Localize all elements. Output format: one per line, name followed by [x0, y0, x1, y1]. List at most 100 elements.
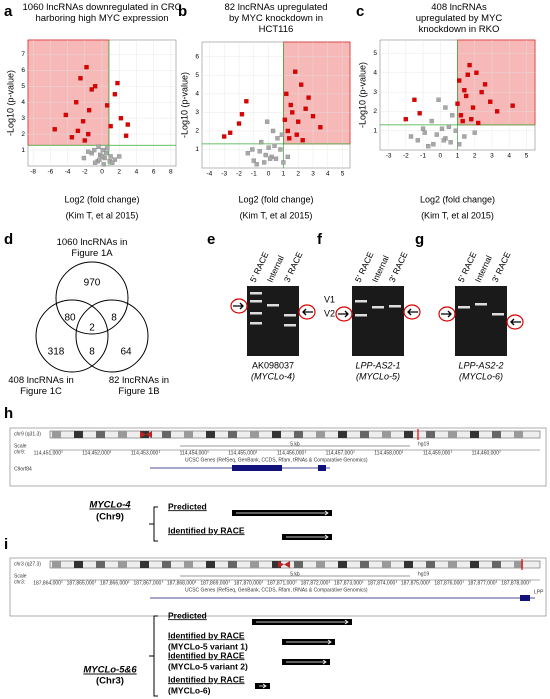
panel-label: d [4, 231, 13, 248]
ideogram-band [338, 431, 347, 438]
point [412, 97, 417, 102]
point [417, 111, 422, 116]
gene-name: LPP-AS2-1 [355, 360, 400, 370]
ideogram-band [294, 431, 303, 438]
x-tick-label: 3 [311, 171, 315, 178]
venn-circle [55, 261, 129, 335]
source: (Kim T, et al 2015) [240, 210, 313, 220]
ideogram-band [448, 561, 457, 568]
point [115, 80, 120, 86]
point [112, 92, 118, 97]
panel-label: e [207, 231, 215, 248]
ideogram-band [360, 431, 369, 438]
lncrna-name: (MYCLo-5) [356, 371, 400, 381]
point [108, 154, 113, 159]
x-tick-label: 5 [525, 153, 529, 160]
panel-label: i [4, 536, 8, 553]
coord-label: 187,878,000 [501, 580, 529, 586]
point [299, 82, 304, 87]
point [431, 142, 436, 147]
lane-label: 3' RACE [490, 250, 513, 284]
ideogram-band [74, 561, 83, 568]
coord-label: 187,874,000 [367, 580, 395, 586]
ideogram-band [514, 561, 523, 568]
ideogram-band [426, 561, 435, 568]
x-tick-label: 0 [438, 153, 442, 160]
point [462, 134, 467, 139]
point [290, 110, 295, 115]
point [458, 113, 464, 118]
track-name: UCSC Genes (RefSeq, GenBank, CCDS, Rfam,… [185, 457, 368, 463]
exon [520, 595, 530, 601]
gel-band [372, 306, 384, 309]
bracket [149, 615, 158, 697]
point [420, 126, 426, 131]
plot-title: 408 lncRNAs upregulated by MYC knockdown… [415, 2, 503, 35]
ideogram-band [184, 561, 193, 568]
point [446, 124, 452, 129]
venn-set-label: 82 lncRNAs in Figure 1B [108, 375, 170, 397]
gel-band [250, 312, 262, 315]
point [275, 136, 280, 141]
coord-label: 114,452,000 [82, 450, 110, 456]
point [112, 157, 118, 162]
point [78, 76, 83, 81]
point [222, 134, 227, 139]
ideogram-band [382, 431, 391, 438]
arrow [407, 308, 418, 316]
ideogram-band [338, 561, 347, 568]
x-tick-label: -6 [47, 169, 53, 176]
coord-label: 114,455,000 [228, 450, 256, 456]
gene-name: AK098037 [252, 360, 294, 370]
y-axis-label: -Log10 (p-value) [357, 62, 367, 128]
point [63, 112, 69, 118]
point [92, 84, 98, 89]
x-tick-label: -4 [65, 169, 71, 176]
ideogram-band [470, 431, 479, 438]
y-tick-label: 1 [21, 147, 25, 154]
highlight-circle [403, 304, 421, 320]
point [259, 139, 264, 145]
transcript-title: Identified by RACE [168, 525, 245, 535]
chromosome: (Chr9) [96, 512, 124, 523]
highlight-circle [230, 298, 248, 314]
x-tick-label: -4 [207, 171, 213, 178]
ideogram-band [96, 431, 105, 438]
point [244, 99, 249, 104]
point [488, 99, 493, 104]
strand-arrow [236, 510, 329, 516]
gel-band [492, 313, 504, 316]
gel-band [250, 300, 262, 303]
y-tick-label: 2 [21, 131, 25, 138]
x-tick-label: -2 [403, 153, 409, 160]
point [227, 130, 233, 135]
chrom-label: chr3: [14, 579, 25, 585]
coord-label: 114,454,000 [180, 450, 208, 456]
point [86, 131, 91, 137]
locus-name: MYCLo-4 [89, 500, 131, 511]
point [105, 146, 110, 151]
point [97, 157, 102, 162]
assembly: hg19 [418, 571, 429, 577]
point [510, 103, 515, 108]
x-tick-label: 2 [473, 153, 477, 160]
y-tick-label: 5 [373, 50, 377, 57]
gel-band [267, 304, 279, 307]
x-tick-label: 6 [152, 169, 156, 176]
coord-label: 114,460,000 [472, 450, 500, 456]
transcript-note: (MYCLo-6) [168, 685, 211, 695]
point [293, 69, 298, 74]
panel-label: h [4, 405, 13, 422]
highlight-circle [438, 306, 456, 322]
venn-count: 318 [48, 347, 65, 358]
point [92, 147, 97, 153]
x-tick-label: -1 [420, 153, 426, 160]
point [463, 93, 469, 99]
ideogram-band [492, 431, 501, 438]
venn-count: 80 [64, 313, 76, 324]
point [415, 138, 421, 143]
point [408, 134, 414, 139]
gel [455, 286, 507, 356]
point [278, 147, 283, 152]
